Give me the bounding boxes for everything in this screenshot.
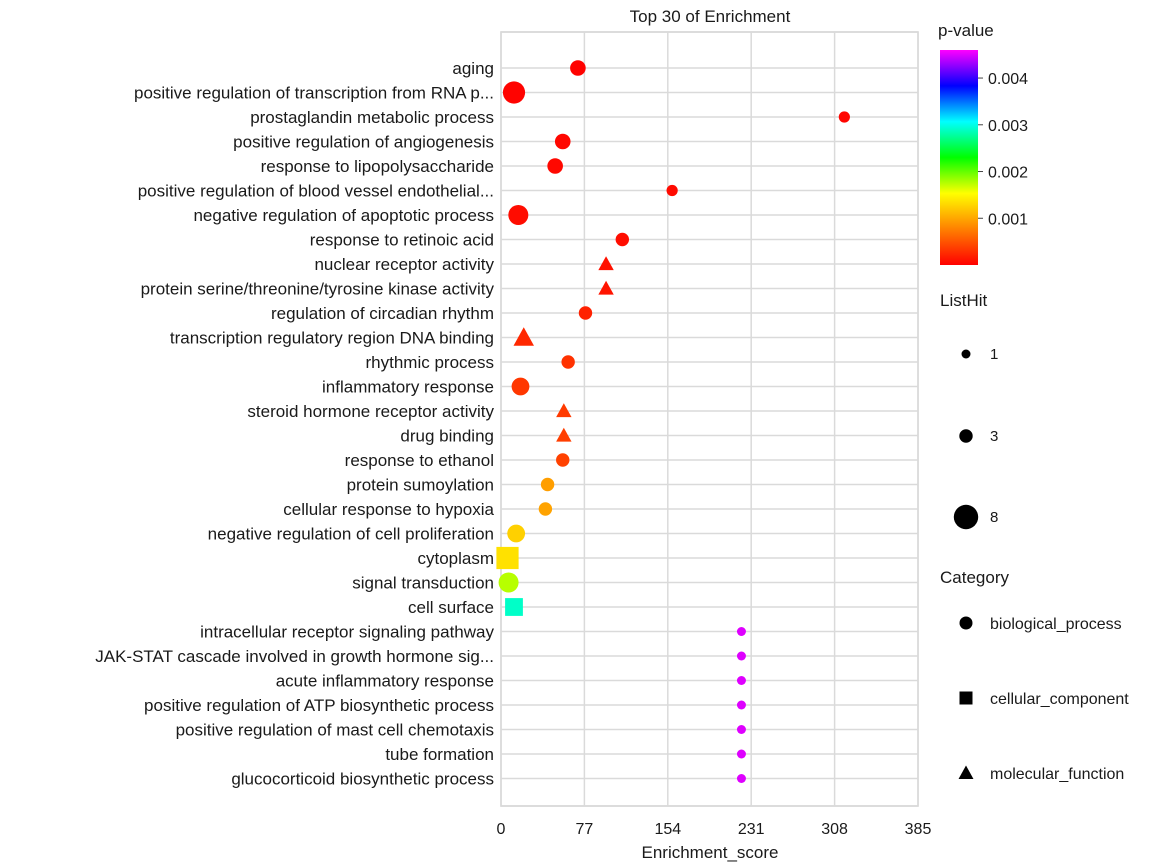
y-tick-label: cytoplasm — [417, 549, 494, 568]
x-tick-label: 385 — [905, 821, 932, 838]
data-point — [666, 184, 678, 197]
data-point — [615, 232, 630, 247]
plot-area — [496, 31, 919, 807]
data-point — [554, 133, 571, 150]
data-point — [736, 749, 746, 759]
data-point — [505, 598, 523, 616]
data-point — [736, 700, 746, 710]
y-tick-label: regulation of circadian rhythm — [271, 304, 494, 323]
y-tick-label: rhythmic process — [366, 353, 494, 372]
y-tick-label: positive regulation of mast cell chemota… — [176, 721, 494, 740]
y-tick-label: tube formation — [385, 745, 494, 764]
y-tick-label: cellular response to hypoxia — [283, 500, 494, 519]
listhit-legend-marker — [959, 429, 973, 443]
data-point — [561, 355, 575, 369]
listhit-legend-label: 1 — [990, 346, 998, 363]
data-point — [598, 280, 614, 295]
pvalue-colorbar-ticks: 0.001 0.002 0.003 0.004 — [978, 71, 1028, 228]
x-tick-label: 77 — [576, 821, 594, 838]
data-point — [736, 725, 746, 734]
data-point — [496, 546, 519, 570]
category-legend-marker — [959, 616, 973, 630]
data-point — [540, 477, 555, 492]
data-point — [502, 81, 526, 104]
data-point — [556, 403, 572, 418]
y-tick-label: acute inflammatory response — [276, 672, 494, 691]
data-point — [513, 327, 534, 346]
colorbar-tick-label: 0.004 — [988, 71, 1028, 88]
category-legend: Category biological_process cellular_comp… — [940, 568, 1129, 783]
category-legend-title: Category — [940, 568, 1009, 587]
x-tick-label: 231 — [738, 821, 765, 838]
listhit-legend-title: ListHit — [940, 291, 988, 310]
x-axis-ticks: 0 77 154 231 308 385 — [497, 821, 932, 838]
pvalue-colorbar — [940, 50, 978, 265]
listhit-legend: ListHit 1 3 8 — [940, 291, 998, 530]
data-point — [598, 256, 614, 271]
y-tick-label: negative regulation of apoptotic process — [193, 206, 494, 225]
y-tick-label: cell surface — [408, 598, 494, 617]
category-legend-marker — [959, 691, 973, 705]
y-tick-label: positive regulation of transcription fro… — [134, 84, 494, 103]
listhit-legend-marker — [961, 349, 971, 359]
data-point — [736, 627, 746, 636]
data-point — [570, 60, 586, 76]
y-tick-label: drug binding — [400, 427, 494, 446]
colorbar-tick-label: 0.003 — [988, 118, 1028, 135]
colorbar-tick-label: 0.001 — [988, 211, 1028, 228]
category-legend-label: cellular_component — [990, 691, 1129, 708]
data-point — [736, 774, 746, 783]
category-legend-marker — [958, 765, 974, 779]
pvalue-legend-title: p-value — [938, 21, 994, 40]
y-tick-label: protein serine/threonine/tyrosine kinase… — [141, 280, 495, 299]
listhit-legend-label: 8 — [990, 509, 998, 526]
data-point — [556, 453, 570, 467]
chart-title: Top 30 of Enrichment — [630, 7, 791, 26]
y-tick-label: signal transduction — [352, 574, 494, 593]
data-point — [498, 572, 519, 593]
data-point — [578, 306, 593, 320]
y-tick-label: response to ethanol — [345, 451, 494, 470]
data-point — [838, 111, 850, 123]
listhit-legend-label: 3 — [990, 428, 998, 445]
y-tick-label: intracellular receptor signaling pathway — [200, 623, 494, 642]
x-axis-label: Enrichment_score — [641, 843, 778, 862]
y-tick-label: inflammatory response — [322, 378, 494, 397]
y-tick-label: response to lipopolysaccharide — [261, 157, 494, 176]
colorbar-tick-label: 0.002 — [988, 165, 1028, 182]
x-tick-label: 0 — [497, 821, 506, 838]
category-legend-label: molecular_function — [990, 766, 1124, 783]
y-tick-label: JAK-STAT cascade involved in growth horm… — [95, 647, 494, 666]
x-tick-label: 308 — [821, 821, 848, 838]
listhit-legend-marker — [953, 504, 979, 530]
data-point — [508, 205, 529, 225]
y-tick-label: transcription regulatory region DNA bind… — [170, 329, 494, 348]
y-tick-label: positive regulation of angiogenesis — [233, 133, 494, 152]
y-axis-labels: aging positive regulation of transcriptio… — [95, 59, 494, 789]
y-tick-label: protein sumoylation — [347, 476, 494, 495]
y-tick-label: negative regulation of cell proliferatio… — [208, 525, 494, 544]
y-tick-label: nuclear receptor activity — [314, 255, 494, 274]
x-tick-label: 154 — [654, 821, 681, 838]
data-point — [556, 427, 572, 442]
data-point — [511, 377, 530, 396]
data-point — [736, 676, 746, 685]
data-point — [538, 502, 553, 516]
y-tick-label: positive regulation of blood vessel endo… — [138, 182, 494, 201]
y-tick-label: glucocorticoid biosynthetic process — [231, 770, 494, 789]
category-legend-label: biological_process — [990, 616, 1122, 633]
y-tick-label: positive regulation of ATP biosynthetic … — [144, 696, 494, 715]
y-tick-label: response to retinoic acid — [310, 231, 494, 250]
y-tick-label: steroid hormone receptor activity — [247, 402, 494, 421]
data-point — [736, 651, 746, 661]
data-point — [507, 524, 526, 543]
y-tick-label: aging — [452, 59, 494, 78]
y-tick-label: prostaglandin metabolic process — [250, 108, 494, 127]
plot-frame — [500, 31, 919, 807]
pvalue-legend: p-value 0.001 0.002 0.003 0.004 — [938, 21, 1028, 265]
data-point — [547, 158, 563, 174]
